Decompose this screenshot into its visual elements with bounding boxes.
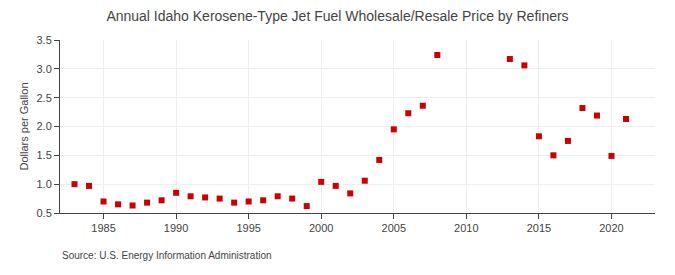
svg-text:1.0: 1.0 [37, 178, 52, 190]
svg-text:2.0: 2.0 [37, 120, 52, 132]
svg-text:2020: 2020 [599, 222, 623, 234]
svg-text:2015: 2015 [527, 222, 551, 234]
svg-text:Dollars per Gallon: Dollars per Gallon [18, 82, 30, 170]
svg-text:3.5: 3.5 [37, 34, 52, 46]
svg-text:1985: 1985 [91, 222, 115, 234]
svg-text:2005: 2005 [382, 222, 406, 234]
svg-text:1.5: 1.5 [37, 149, 52, 161]
svg-text:2000: 2000 [309, 222, 333, 234]
svg-text:Source: U.S. Energy Informatio: Source: U.S. Energy Information Administ… [62, 250, 272, 261]
svg-text:Annual Idaho Kerosene-Type Jet: Annual Idaho Kerosene-Type Jet Fuel Whol… [106, 8, 568, 24]
svg-text:1995: 1995 [236, 222, 260, 234]
svg-text:2.5: 2.5 [37, 92, 52, 104]
svg-text:1990: 1990 [164, 222, 188, 234]
svg-text:0.5: 0.5 [37, 207, 52, 219]
svg-text:2010: 2010 [454, 222, 478, 234]
svg-text:3.0: 3.0 [37, 63, 52, 75]
